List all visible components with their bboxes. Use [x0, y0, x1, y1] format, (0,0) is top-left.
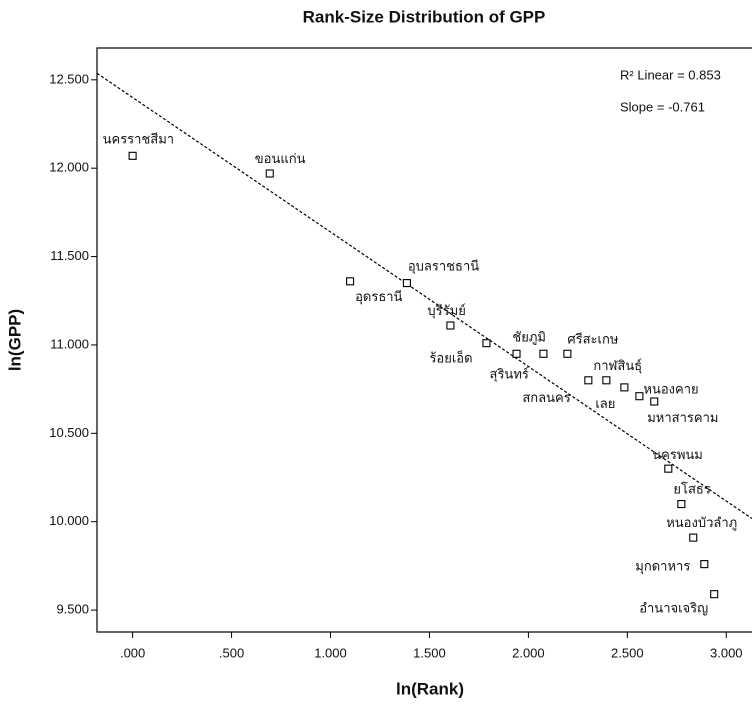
x-axis-label: ln(Rank)	[396, 679, 464, 698]
point-label: ชัยภูมิ	[512, 330, 546, 345]
point	[635, 392, 644, 401]
point-label: ขอนแก่น	[255, 152, 306, 167]
point-label: ร้อยเอ็ด	[429, 349, 472, 367]
point-label: อุบลราชธานี	[408, 259, 479, 275]
point	[620, 383, 629, 392]
point-label: กาฬสินธุ์	[593, 358, 642, 374]
point-label: ยโสธร	[673, 482, 710, 498]
x-tick-label: 2.000	[512, 645, 545, 660]
point	[650, 397, 659, 406]
point	[446, 321, 455, 330]
point-label: อุดรธานี	[355, 289, 402, 305]
r-squared-annotation: R² Linear = 0.853	[620, 67, 721, 82]
x-tick-label: 2.500	[611, 645, 644, 660]
y-tick-label: 11.000	[50, 336, 89, 351]
point-label: นครพนม	[652, 448, 703, 463]
point	[563, 349, 572, 358]
x-tick-label: .000	[120, 645, 145, 660]
y-tick-label: 10.500	[49, 425, 89, 440]
point	[602, 376, 611, 385]
y-tick-label: 12.500	[49, 71, 89, 86]
y-tick-label: 9.500	[56, 602, 89, 617]
point	[664, 464, 673, 473]
point	[677, 499, 686, 509]
point-label: ศรีสะเกษ	[567, 331, 618, 347]
y-axis-label: ln(GPP)	[5, 309, 24, 371]
point-label: สุรินทร์	[490, 366, 529, 382]
point-label: หนองบัวลำภู	[666, 516, 737, 531]
point	[539, 349, 548, 358]
x-tick-label: .500	[219, 645, 244, 660]
y-tick-label: 10.000	[49, 513, 89, 528]
slope-annotation: Slope = -0.761	[620, 99, 705, 114]
point	[584, 376, 593, 385]
x-tick-label: 1.000	[314, 645, 347, 660]
point-label: มหาสารคาม	[647, 411, 718, 426]
point-label: หนองคาย	[643, 383, 698, 398]
y-tick-label: 11.500	[50, 248, 89, 263]
point	[482, 339, 491, 348]
point	[265, 169, 274, 178]
point-label: สกลนคร	[522, 391, 570, 406]
point-label: อำนาจเจริญ	[639, 602, 708, 617]
x-tick-label: 3.000	[710, 645, 743, 660]
point	[710, 590, 719, 599]
point	[700, 560, 709, 569]
chart-title: Rank-Size Distribution of GPP	[303, 7, 546, 26]
point	[512, 349, 521, 358]
point-label: บุรีรัมย์	[427, 303, 465, 319]
point	[402, 279, 411, 288]
x-tick-label: 1.500	[413, 645, 446, 660]
point-label: นครราชสีมา	[103, 131, 174, 147]
point	[128, 151, 137, 160]
fit-line	[96, 72, 752, 520]
point	[346, 277, 355, 286]
point-label: มุกดาหาร	[635, 560, 690, 575]
point	[689, 533, 698, 542]
plot-frame	[96, 47, 752, 633]
point-label: เลย	[595, 397, 615, 412]
y-tick-label: 12.000	[49, 160, 89, 175]
